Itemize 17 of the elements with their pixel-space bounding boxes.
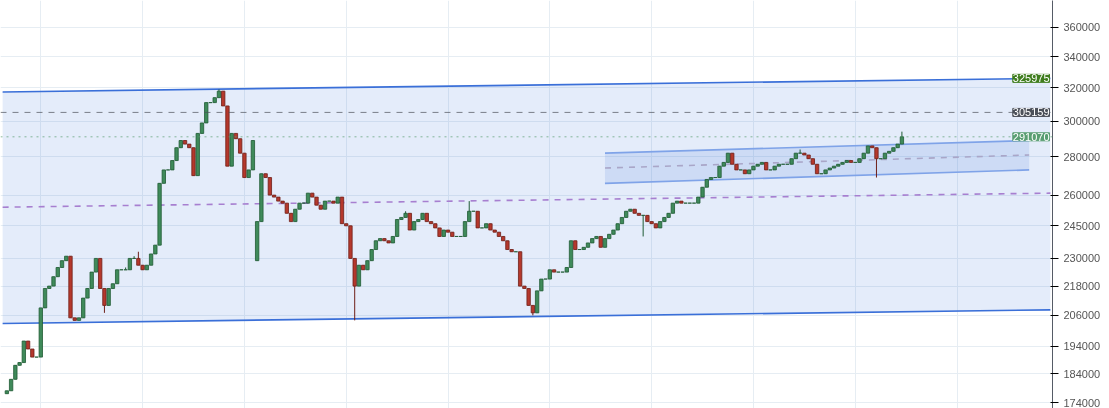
y-tick-label: 206000 — [1063, 309, 1101, 322]
y-tick-label: 300000 — [1063, 115, 1101, 128]
ref-line-label: 291070 — [1012, 130, 1050, 143]
y-tick-label: 320000 — [1063, 81, 1101, 94]
y-tick-label: 230000 — [1063, 252, 1101, 265]
y-tick-label: 184000 — [1063, 367, 1101, 380]
y-tick-label: 218000 — [1063, 280, 1101, 293]
y-tick-label: 245000 — [1063, 219, 1101, 232]
y-tick-label: 260000 — [1063, 189, 1101, 202]
candlestick — [874, 147, 879, 179]
y-tick-label: 280000 — [1063, 150, 1101, 163]
ref-line-label: 305159 — [1012, 106, 1050, 119]
y-tick-label: 360000 — [1063, 21, 1101, 34]
y-tick-label: 194000 — [1063, 340, 1101, 353]
y-tick-label: 340000 — [1063, 50, 1101, 63]
annotation: 325975 — [1012, 72, 1050, 85]
y-tick-label: 174000 — [1063, 396, 1101, 408]
